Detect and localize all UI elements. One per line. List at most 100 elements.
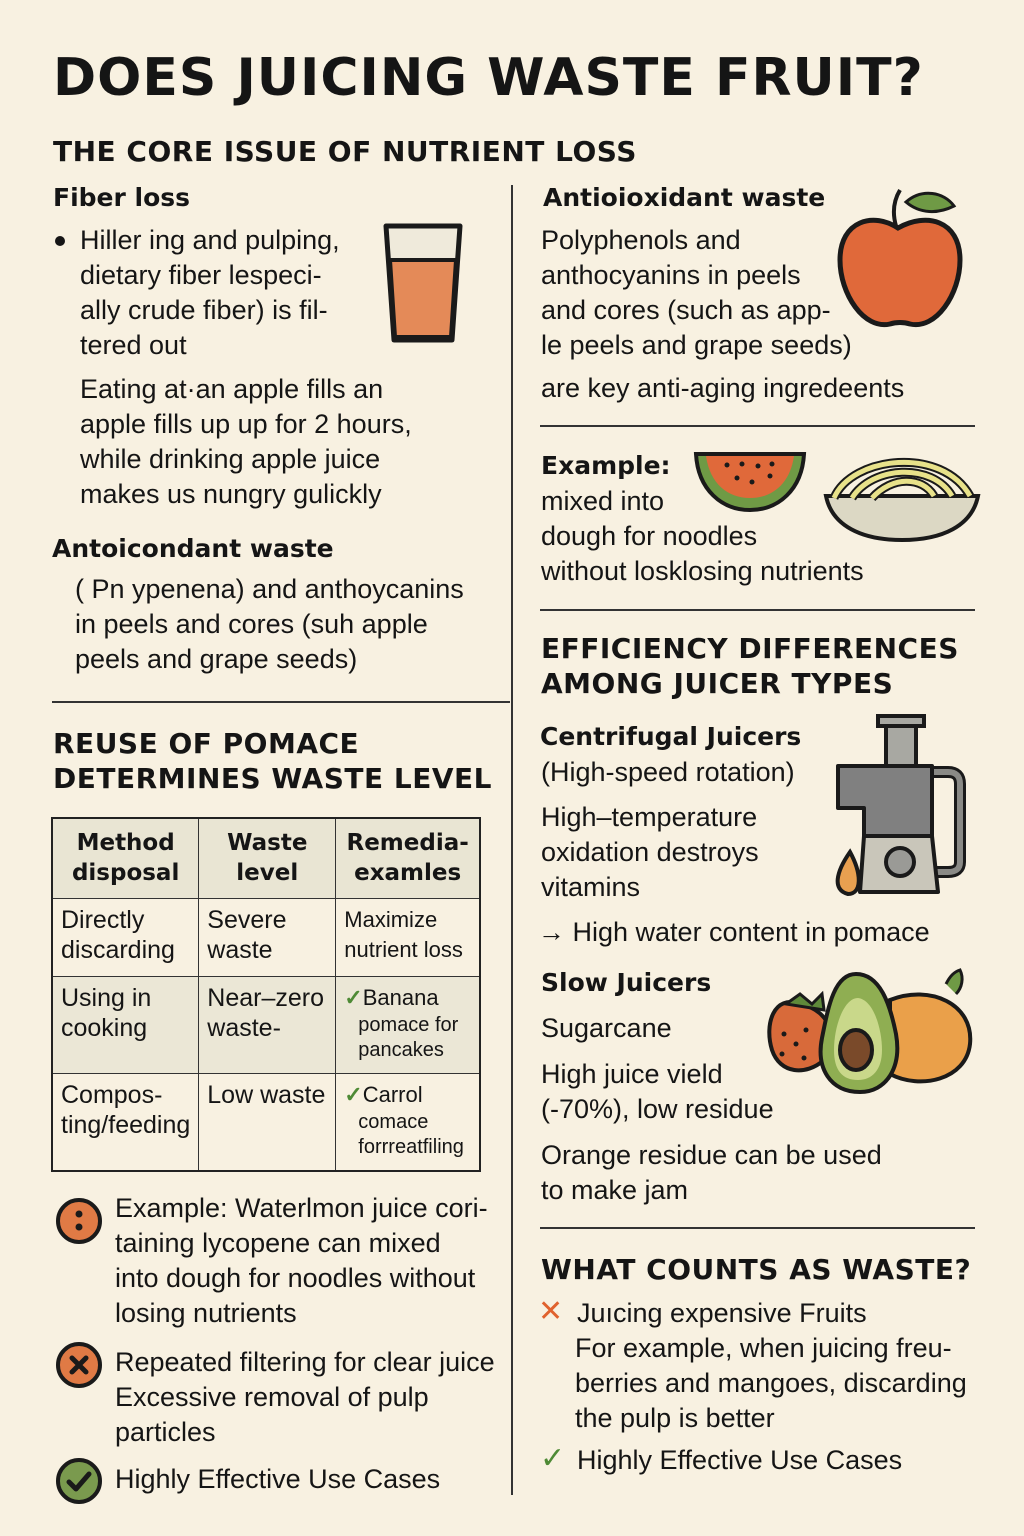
fiber-loss-heading: Fiber loss [53, 183, 191, 212]
check-circle-icon [56, 1458, 102, 1504]
page-title: DOES JUICING WASTE FRUIT? [53, 48, 924, 108]
table-cell: Using in cooking [51, 975, 200, 1074]
reuse-heading: REUSE OF POMACE DETERMINES WASTE LEVEL [53, 726, 492, 796]
table-cell: Near–zero waste- [198, 975, 337, 1074]
fruits-icon [767, 968, 973, 1095]
slow-juicers-sub: Sugarcane [541, 1013, 672, 1043]
check-icon: ✓ [540, 1441, 566, 1476]
text-line: while drinking apple juice [80, 444, 381, 474]
text-line: oxidation destroys [541, 837, 759, 867]
text-line: Orange residue can be used [541, 1140, 882, 1170]
table-cell-text: comace forrreatfiling [358, 1110, 464, 1158]
text-line: particles [115, 1417, 216, 1447]
waste-heading: WHAT COUNTS AS WASTE? [541, 1253, 972, 1286]
antioxidant-extra: are key anti-aging ingredeents [541, 373, 905, 403]
text-line: Highly Effective Use Cases [115, 1464, 441, 1494]
centrifugal-paragraph: High–temperature oxidation destroys vitami… [541, 800, 759, 905]
juice-glass-icon [383, 223, 463, 343]
antioxidant-heading-right: Antioioxidant waste [543, 183, 826, 212]
text-line: tered out [80, 330, 187, 360]
note-example: Example: Waterlmon juice cori-taining ly… [115, 1191, 488, 1331]
text-line: le peels and grape seeds) [541, 330, 852, 360]
text-line: berries and mangoes, discarding [575, 1368, 967, 1398]
fiber-loss-bullet: Hiller ing and pulping, dietary fiber les… [80, 223, 340, 363]
note-filtering: Repeated filtering for clear juice Excess… [115, 1345, 495, 1450]
example-heading: Example: [541, 451, 671, 480]
table-header: Method disposal [51, 817, 200, 899]
slow-juicers-heading: Slow Juicers [541, 968, 712, 997]
text-line: Example: Waterlmon juice cori- [115, 1193, 488, 1223]
table-cell: Maximize nutrient loss [335, 897, 481, 977]
text-line: (-70%), low residue [541, 1094, 774, 1124]
juicer-icon [835, 714, 966, 897]
divider [540, 425, 975, 427]
centrifugal-sub: (High-speed rotation) [541, 757, 795, 787]
table-cell: Directly discarding [51, 897, 200, 977]
x-circle-icon [56, 1342, 102, 1388]
text-line: ally crude fiber) is fil- [80, 295, 328, 325]
divider [52, 701, 510, 703]
note-effective: Highly Effective Use Cases [115, 1462, 440, 1497]
text-line: anthocyanins in peels [541, 260, 801, 290]
text-line: ( Pn ypenena) and anthoycanins [75, 574, 464, 604]
waste-good: Highly Effective Use Cases [577, 1445, 903, 1475]
text-line: Hiller ing and pulping, [80, 225, 340, 255]
bullet-dot [55, 236, 65, 246]
text-line: For example, when juicing freu- [575, 1333, 952, 1363]
table-cell-text: Carrol [362, 1081, 423, 1107]
text-line: mixed into [541, 486, 665, 516]
text-line: to make jam [541, 1175, 689, 1205]
antioxidant-paragraph-left: ( Pn ypenena) and anthoycanins in peels a… [75, 572, 464, 677]
text-line: Eating at·an apple fills an [80, 374, 384, 404]
text-line: losing nutrients [115, 1298, 297, 1328]
text-line: Polyphenols and [541, 225, 741, 255]
text-line: into dough for noodles without [115, 1263, 476, 1293]
text-line: makes us nungry gulickly [80, 479, 382, 509]
waste-bad-paragraph: For example, when juicing freu-berries a… [575, 1331, 967, 1436]
text-line: DETERMINES WASTE LEVEL [53, 762, 492, 795]
watermelon-icon [693, 452, 807, 513]
check-icon: ✓ [344, 984, 363, 1010]
slow-juicers-residue: Orange residue can be used to make jam [541, 1138, 882, 1208]
text-line: Repeated filtering for clear juice [115, 1347, 495, 1377]
text-line: in peels and cores (suh apple [75, 609, 428, 639]
text-line: EFFICIENCY DIFFERENCES [541, 632, 959, 665]
page-subtitle: THE CORE ISSUE OF NUTRIENT LOSS [53, 135, 637, 168]
table-row: Using in cooking Near–zero waste- ✓Banan… [51, 975, 481, 1074]
text-line: taining lycopene can mixed [115, 1228, 441, 1258]
table-row: Compos-ting/feeding Low waste ✓Carrol co… [51, 1072, 481, 1172]
text-line: Excessive removal of pulp [115, 1382, 429, 1412]
efficiency-heading: EFFICIENCY DIFFERENCES AMONG JUICER TYPES [541, 631, 959, 701]
table-cell: Compos-ting/feeding [51, 1072, 200, 1172]
text-line: dietary fiber lespeci- [80, 260, 322, 290]
divider [540, 609, 975, 611]
text-line: and cores (such as app- [541, 295, 831, 325]
table-cell: Severe waste [198, 897, 337, 977]
text-line: AMONG JUICER TYPES [541, 667, 894, 700]
text-line: vitamins [541, 872, 641, 902]
fiber-loss-paragraph: Eating at·an apple fills an apple fills u… [80, 372, 412, 512]
text-line: apple fills up up for 2 hours, [80, 409, 412, 439]
slow-juicers-yield: High juice vield (-70%), low residue [541, 1057, 774, 1127]
text-line: without losklosing nutrients [541, 556, 864, 586]
table-cell: ✓Banana pomace for pancakes [335, 975, 481, 1074]
pomace-table: Method disposal Waste level Remedia-exam… [51, 817, 481, 1172]
table-header: Waste level [198, 817, 337, 899]
apple-icon [837, 188, 963, 328]
text-line: REUSE OF POMACE [53, 727, 360, 760]
x-icon: ✕ [538, 1294, 564, 1329]
waste-bad-title: Juıcing expensive Fruits [577, 1298, 867, 1328]
text-line: dough for noodles [541, 521, 758, 551]
text-line: peels and grape seeds) [75, 644, 358, 674]
noodle-bowl-icon [823, 458, 981, 543]
table-cell: Low waste [198, 1072, 337, 1172]
centrifugal-arrow-note: → High water content in pomace [538, 917, 930, 947]
table-row: Directly discarding Severe waste Maximiz… [51, 897, 481, 977]
table-cell-text: Banana [362, 984, 439, 1010]
check-icon: ✓ [344, 1081, 363, 1107]
example-paragraph: mixed into dough for noodles without loskl… [541, 484, 864, 589]
text-line: High–temperature [541, 802, 758, 832]
antioxidant-heading-left: Antoicondant waste [52, 534, 334, 563]
divider [540, 1227, 975, 1229]
text-line: High juice vield [541, 1059, 723, 1089]
